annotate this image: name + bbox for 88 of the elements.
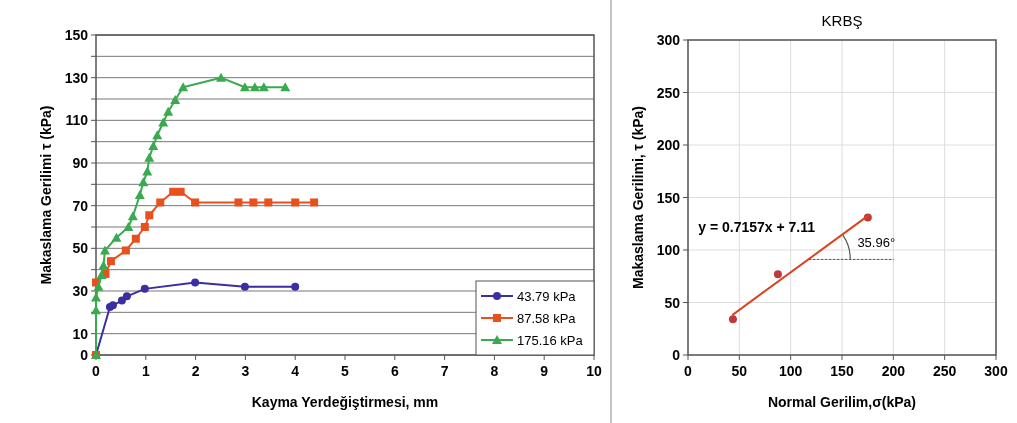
x-tick-label: 6 <box>390 363 399 379</box>
point <box>145 211 154 220</box>
x-tick-label: 3 <box>241 363 250 379</box>
x-tick-label: 200 <box>881 363 906 379</box>
y-tick-label: 150 <box>64 27 89 43</box>
y-tick-label: 0 <box>80 347 89 363</box>
x-tick-label: 9 <box>540 363 549 379</box>
y-tick-label: 0 <box>672 347 681 363</box>
point <box>169 187 178 196</box>
point <box>96 270 107 279</box>
point <box>93 281 104 291</box>
point <box>91 292 101 302</box>
y-tick-label: 200 <box>656 137 681 153</box>
point <box>123 222 134 231</box>
point <box>239 82 250 92</box>
point <box>176 187 185 196</box>
x-tick-label: 10 <box>586 363 602 379</box>
point <box>264 198 273 207</box>
x-tick-label: 100 <box>778 363 803 379</box>
point <box>140 223 149 231</box>
x-tick-label: 50 <box>731 363 748 379</box>
point <box>142 166 153 176</box>
point <box>131 234 140 243</box>
y-tick-label: 70 <box>72 197 89 214</box>
y-tick-label: 250 <box>656 84 681 101</box>
annotation: 35.96° <box>857 234 896 250</box>
point <box>216 72 226 82</box>
point <box>106 257 115 266</box>
point <box>249 198 258 207</box>
y-tick-label: 110 <box>65 112 89 129</box>
point <box>240 282 249 291</box>
point <box>249 82 260 92</box>
point <box>117 296 126 305</box>
point <box>98 260 109 270</box>
x-tick-label: 8 <box>490 363 499 379</box>
point <box>178 82 189 92</box>
x-axis-title: Kayma Yerdeğiştirmesi, mm <box>251 394 439 410</box>
point <box>170 95 181 105</box>
legend-label: 175.16 kPa <box>517 333 584 348</box>
point <box>258 82 269 92</box>
y-tick-label: 130 <box>64 69 89 86</box>
point <box>234 198 243 207</box>
legend-label: 43.79 kPa <box>517 289 577 304</box>
point <box>121 246 130 255</box>
point <box>163 106 174 116</box>
y-tick-label: 100 <box>656 242 681 258</box>
point <box>134 190 145 199</box>
y-tick-label: 90 <box>72 155 89 171</box>
y-tick-label: 300 <box>656 32 681 48</box>
x-tick-label: 300 <box>984 363 1008 379</box>
point <box>127 211 138 221</box>
y-tick-label: 10 <box>72 325 89 342</box>
y-tick-label: 30 <box>72 283 89 299</box>
point <box>291 198 300 207</box>
point <box>310 198 319 207</box>
x-tick-label: 1 <box>141 363 150 379</box>
y-tick-label: 150 <box>656 189 681 206</box>
point <box>191 198 200 207</box>
x-tick-label: 2 <box>191 363 200 379</box>
x-tick-label: 4 <box>291 363 300 379</box>
y-axis-title: Makaslama Gerilimi, τ (kPa) <box>630 106 646 289</box>
x-tick-label: 5 <box>341 363 350 379</box>
point <box>111 232 122 242</box>
point <box>152 130 163 140</box>
point <box>144 152 155 162</box>
point <box>138 177 149 187</box>
point <box>773 270 782 279</box>
point <box>156 198 165 207</box>
y-axis-title: Makaslama Gerilimi τ (kPa) <box>38 105 54 285</box>
x-tick-label: 0 <box>684 363 693 379</box>
chart-title: KRBŞ <box>821 12 863 29</box>
x-tick-label: 250 <box>932 363 957 379</box>
point <box>148 140 159 150</box>
point <box>191 278 200 287</box>
legend-label: 87.58 kPa <box>517 311 577 326</box>
x-tick-label: 150 <box>830 363 854 379</box>
y-tick-label: 50 <box>72 240 89 257</box>
x-axis-title: Normal Gerilim,σ(kPa) <box>767 394 917 410</box>
x-tick-label: 7 <box>440 363 449 379</box>
point <box>291 282 300 291</box>
point <box>122 292 131 301</box>
point <box>280 82 291 92</box>
annotation: y = 0.7157x + 7.11 <box>698 219 816 236</box>
point <box>99 245 110 255</box>
x-tick-label: 0 <box>92 363 101 379</box>
point <box>140 284 149 293</box>
y-tick-label: 50 <box>664 294 681 311</box>
point <box>728 315 737 324</box>
